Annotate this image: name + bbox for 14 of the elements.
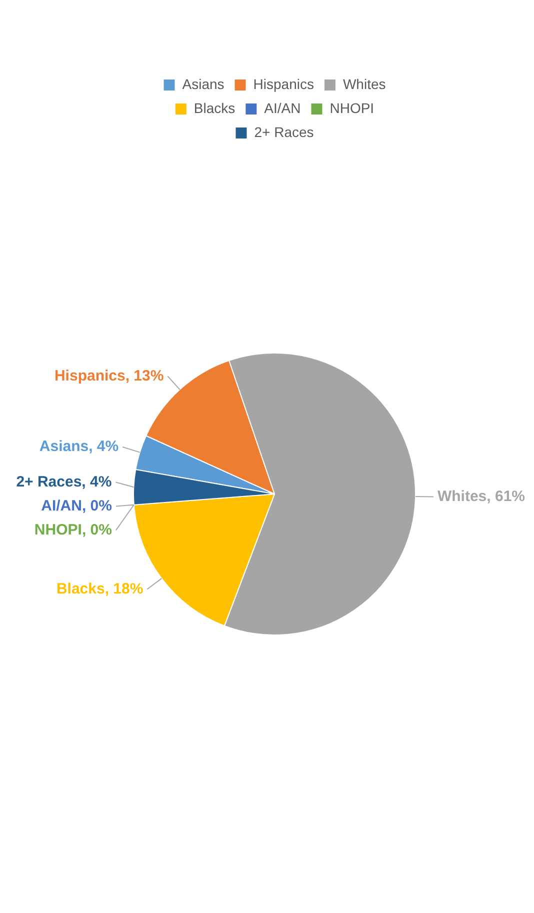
text: NHOPI, 0% [34, 521, 112, 538]
legend-label: Blacks [194, 100, 236, 116]
text: AI/AN, 0% [41, 497, 112, 514]
legend-label: AI/AN [264, 100, 301, 116]
legend-label: 2+ Races [254, 124, 314, 140]
legend-label: Whites [342, 76, 386, 92]
legend-label: NHOPI [330, 100, 374, 116]
data-label: Asians, 4% [39, 438, 119, 456]
data-label: 2+ Races, 4% [16, 473, 112, 490]
data-label: Whites, 61% [437, 488, 526, 505]
data-label: Blacks, 18% [56, 580, 144, 598]
legend-label: Asians [182, 76, 224, 92]
data-label: Hispanics, 13% [54, 367, 164, 384]
legend-label: Hispanics [253, 76, 314, 92]
